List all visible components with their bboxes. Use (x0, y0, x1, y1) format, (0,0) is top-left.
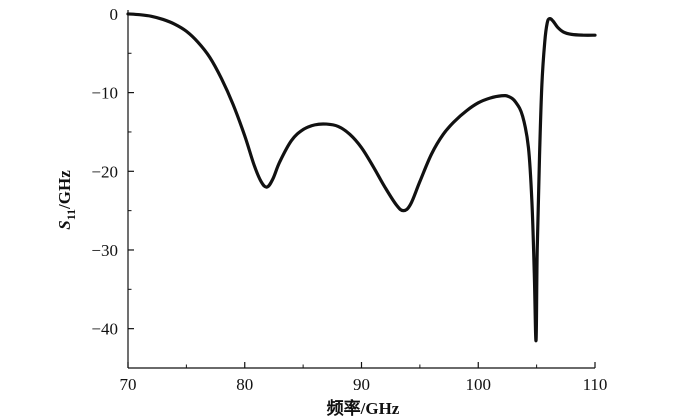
x-tick-label: 90 (353, 375, 370, 394)
y-ticks: 0 −10 −20 −30 −40 (91, 5, 134, 369)
y-axis-subscript: 11 (64, 209, 78, 220)
y-tick-label: −30 (91, 241, 118, 260)
y-tick-label: 0 (110, 5, 119, 24)
x-tick-label: 80 (236, 375, 253, 394)
y-tick-label: −10 (91, 84, 118, 103)
axes (127, 10, 595, 369)
x-tick-label: 70 (120, 375, 137, 394)
y-tick-label: −40 (91, 320, 118, 339)
y-axis-title: S11/GHz (55, 170, 78, 230)
x-tick-label: 110 (583, 375, 608, 394)
x-tick-label: 100 (466, 375, 492, 394)
y-axis-unit: /GHz (55, 170, 74, 210)
y-axis-symbol: S (55, 220, 74, 229)
s11-curve (126, 12, 597, 343)
x-axis-title: 频率/GHz (327, 398, 400, 418)
y-tick-label: −20 (91, 162, 118, 181)
x-ticks: 70 80 90 100 110 (120, 362, 608, 394)
